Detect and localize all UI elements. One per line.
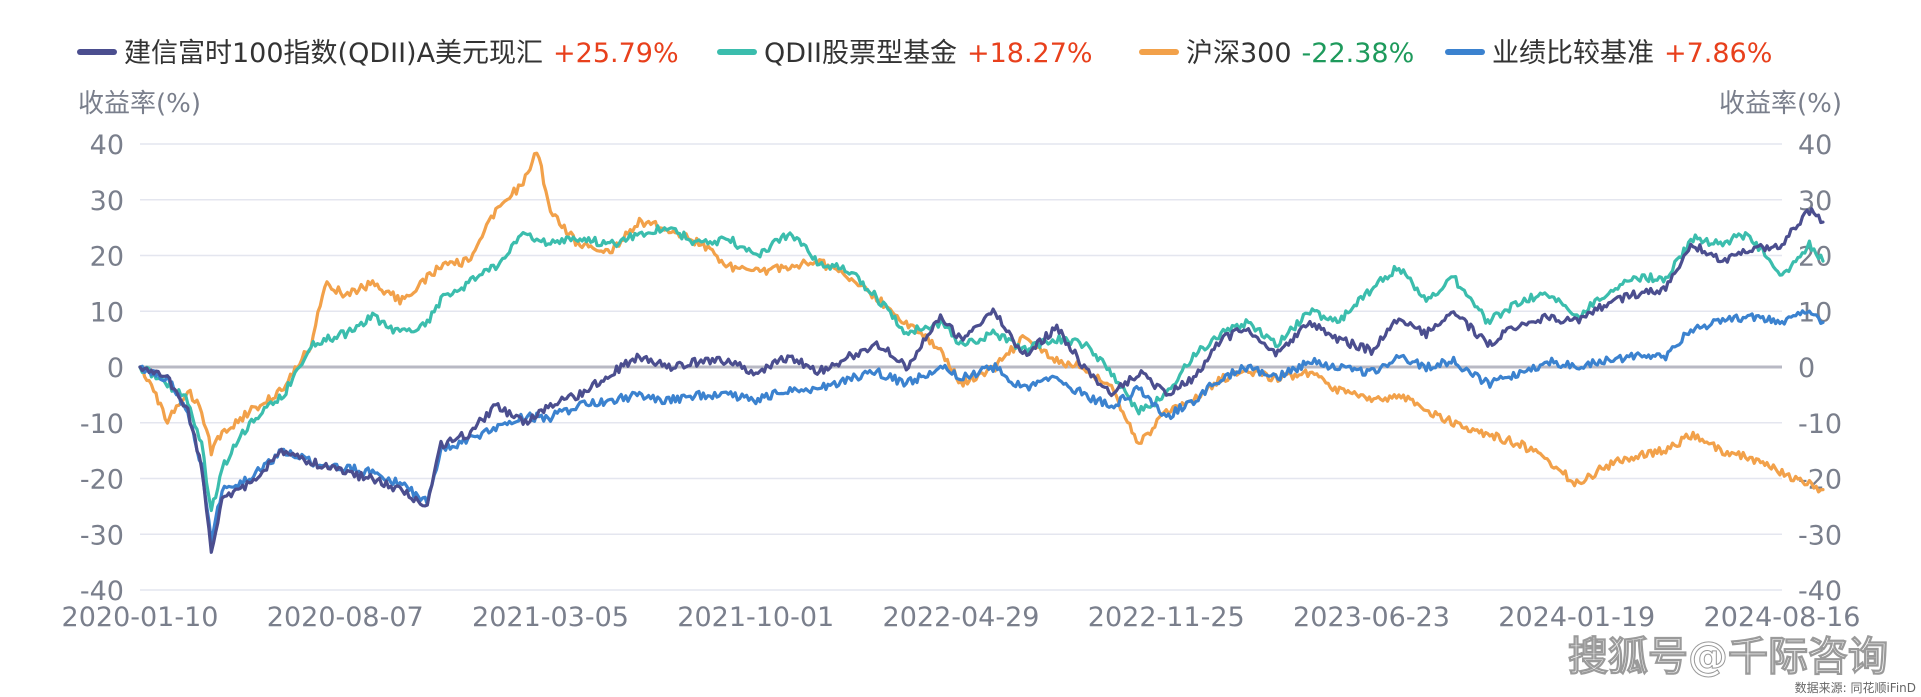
legend-entry: 沪深300 -22.38% [1186,38,1414,69]
x-tick-label: 2022-04-29 [883,602,1040,633]
y-tick-label-left: 40 [90,130,124,161]
y-axis-title-right: 收益率(%) [1719,89,1842,119]
y-tick-label-left: -20 [80,465,124,496]
watermark: 搜狐号@千际咨询 [1568,634,1888,680]
data-source: 数据来源: 同花顺iFinD [1795,680,1916,695]
x-tick-label: 2021-10-01 [677,602,834,633]
x-tick-label: 2021-03-05 [472,602,629,633]
x-tick-label: 2022-11-25 [1088,602,1245,633]
legend-entry: 业绩比较基准 +7.86% [1492,38,1772,69]
y-axis-title-left: 收益率(%) [78,89,201,119]
series-lines [138,151,1825,554]
x-tick-label: 2023-06-23 [1293,602,1450,633]
legend-series-name: 沪深300 [1186,38,1292,69]
y-tick-label-left: -10 [80,409,124,440]
legend-series-return: -22.38% [1302,38,1415,69]
series-line-2 [138,151,1825,494]
legend-series-return: +7.86% [1664,38,1772,69]
y-tick-label-left: 20 [90,242,124,273]
y-tick-label-right: 30 [1798,186,1832,217]
x-tick-label: 2024-08-16 [1704,602,1861,633]
legend: 建信富时100指数(QDII)A美元现汇 +25.79% QDII股票型基金 +18.… [77,38,1772,69]
y-tick-label-left: 10 [90,297,124,328]
legend-entry: QDII股票型基金 +18.27% [764,38,1093,69]
series-line-0 [138,207,1825,554]
y-tick-label-right: -30 [1798,520,1842,551]
y-tick-label-right: 40 [1798,130,1832,161]
legend-series-name: 业绩比较基准 [1492,38,1654,69]
y-tick-label-right: 20 [1798,242,1832,273]
x-ticks: 2020-01-10 2020-08-07 2021-03-05 2021-10-01… [62,602,1861,633]
y-tick-label-left: -40 [80,576,124,607]
y-tick-label-left: -30 [80,520,124,551]
y-tick-label-right: 0 [1798,353,1815,384]
gridlines [140,143,1782,591]
x-tick-label: 2020-08-07 [267,602,424,633]
series-line-1 [138,224,1825,513]
y-tick-label-right: -40 [1798,576,1842,607]
series-line-3 [138,309,1825,543]
legend-entry: 建信富时100指数(QDII)A美元现汇 +25.79% [124,38,679,69]
legend-series-return: +18.27% [967,38,1093,69]
legend-series-return: +25.79% [553,38,679,69]
x-tick-label: 2020-01-10 [62,602,219,633]
legend-series-name: 建信富时100指数(QDII)A美元现汇 [124,38,543,69]
y-tick-label-left: 30 [90,186,124,217]
legend-series-name: QDII股票型基金 [764,38,957,69]
y-ticks-left: 40 30 20 10 0 -10 -20 -30 -40 [80,130,124,607]
y-tick-label-left: 0 [107,353,124,384]
x-tick-label: 2024-01-19 [1498,602,1655,633]
y-tick-label-right: -10 [1798,409,1842,440]
